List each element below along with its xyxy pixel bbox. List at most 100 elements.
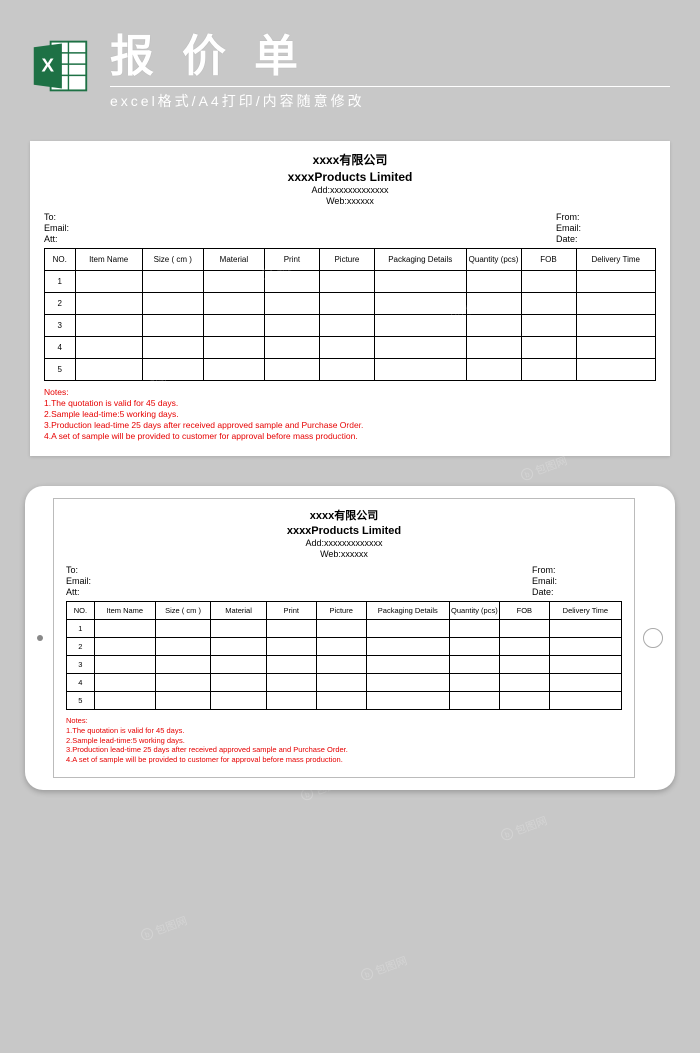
email-label: Email: — [44, 223, 69, 233]
table-row: 4 — [45, 337, 656, 359]
table-cell — [264, 337, 319, 359]
table-cell — [374, 315, 466, 337]
row-number: 3 — [67, 656, 95, 674]
table-cell — [266, 692, 316, 710]
table-cell — [449, 656, 499, 674]
col-quantity: Quantity (pcs) — [449, 602, 499, 620]
quotation-table: NO. Item Name Size ( cm ) Material Print… — [44, 248, 656, 381]
table-cell — [316, 620, 366, 638]
notes-header: Notes: — [66, 716, 622, 726]
col-item-name: Item Name — [94, 602, 155, 620]
table-cell — [549, 674, 621, 692]
to-label: To: — [66, 565, 91, 575]
table-cell — [319, 293, 374, 315]
tablet-screen: xxxx有限公司 xxxxProducts Limited Add:xxxxxx… — [53, 498, 635, 778]
table-row: 1 — [67, 620, 622, 638]
table-cell — [203, 315, 264, 337]
svg-text:X: X — [42, 54, 55, 75]
table-row: 3 — [45, 315, 656, 337]
table-cell — [264, 315, 319, 337]
row-number: 2 — [45, 293, 76, 315]
table-cell — [319, 271, 374, 293]
table-cell — [374, 293, 466, 315]
table-cell — [155, 620, 211, 638]
row-number: 3 — [45, 315, 76, 337]
table-row: 5 — [45, 359, 656, 381]
table-cell — [366, 620, 449, 638]
table-cell — [319, 359, 374, 381]
table-row: 2 — [67, 638, 622, 656]
col-material: Material — [203, 249, 264, 271]
table-cell — [264, 293, 319, 315]
web-line: Web:xxxxxx — [66, 549, 622, 559]
company-name-cn: xxxx有限公司 — [66, 507, 622, 523]
table-cell — [264, 359, 319, 381]
company-name-cn: xxxx有限公司 — [44, 151, 656, 168]
table-cell — [75, 293, 142, 315]
table-cell — [142, 359, 203, 381]
col-print: Print — [264, 249, 319, 271]
from-label: From: — [532, 565, 622, 575]
table-cell — [466, 337, 521, 359]
col-no: NO. — [67, 602, 95, 620]
col-quantity: Quantity (pcs) — [466, 249, 521, 271]
email2-label: Email: — [556, 223, 656, 233]
company-name-en: xxxxProducts Limited — [66, 525, 622, 537]
table-cell — [366, 692, 449, 710]
table-cell — [203, 271, 264, 293]
col-print: Print — [266, 602, 316, 620]
table-cell — [266, 620, 316, 638]
table-row: 2 — [45, 293, 656, 315]
table-cell — [449, 638, 499, 656]
tablet-camera-icon — [37, 635, 43, 641]
row-number: 5 — [45, 359, 76, 381]
table-cell — [211, 692, 267, 710]
watermark: b包图网 — [499, 812, 550, 843]
tablet-mockup: xxxx有限公司 xxxxProducts Limited Add:xxxxxx… — [25, 486, 675, 790]
col-fob: FOB — [499, 602, 549, 620]
company-name-en: xxxxProducts Limited — [44, 170, 656, 184]
table-cell — [499, 620, 549, 638]
table-cell — [499, 674, 549, 692]
table-cell — [211, 674, 267, 692]
table-cell — [203, 337, 264, 359]
table-cell — [94, 620, 155, 638]
notes-block: Notes: 1.The quotation is valid for 45 d… — [44, 387, 656, 442]
col-packaging: Packaging Details — [374, 249, 466, 271]
table-cell — [549, 692, 621, 710]
excel-icon: X — [30, 36, 90, 96]
note-line: 2.Sample lead-time:5 working days. — [66, 736, 622, 746]
table-cell — [576, 315, 655, 337]
table-cell — [366, 674, 449, 692]
table-cell — [142, 315, 203, 337]
address-line: Add:xxxxxxxxxxxxx — [66, 538, 622, 548]
table-cell — [316, 674, 366, 692]
table-cell — [549, 656, 621, 674]
to-label: To: — [44, 212, 69, 222]
row-number: 5 — [67, 692, 95, 710]
table-cell — [142, 293, 203, 315]
date-label: Date: — [556, 234, 656, 244]
table-cell — [366, 638, 449, 656]
table-cell — [466, 315, 521, 337]
table-body: 12345 — [67, 620, 622, 710]
table-cell — [449, 674, 499, 692]
table-cell — [266, 638, 316, 656]
table-cell — [576, 271, 655, 293]
table-header-row: NO. Item Name Size ( cm ) Material Print… — [45, 249, 656, 271]
table-cell — [203, 359, 264, 381]
note-line: 3.Production lead-time 25 days after rec… — [44, 420, 656, 431]
table-cell — [155, 656, 211, 674]
web-line: Web:xxxxxx — [44, 196, 656, 206]
table-cell — [203, 293, 264, 315]
page-title: 报价单 — [110, 20, 670, 87]
row-number: 2 — [67, 638, 95, 656]
table-cell — [466, 293, 521, 315]
col-size: Size ( cm ) — [142, 249, 203, 271]
table-cell — [211, 620, 267, 638]
table-cell — [499, 656, 549, 674]
note-line: 3.Production lead-time 25 days after rec… — [66, 745, 622, 755]
col-picture: Picture — [319, 249, 374, 271]
table-cell — [374, 337, 466, 359]
col-picture: Picture — [316, 602, 366, 620]
